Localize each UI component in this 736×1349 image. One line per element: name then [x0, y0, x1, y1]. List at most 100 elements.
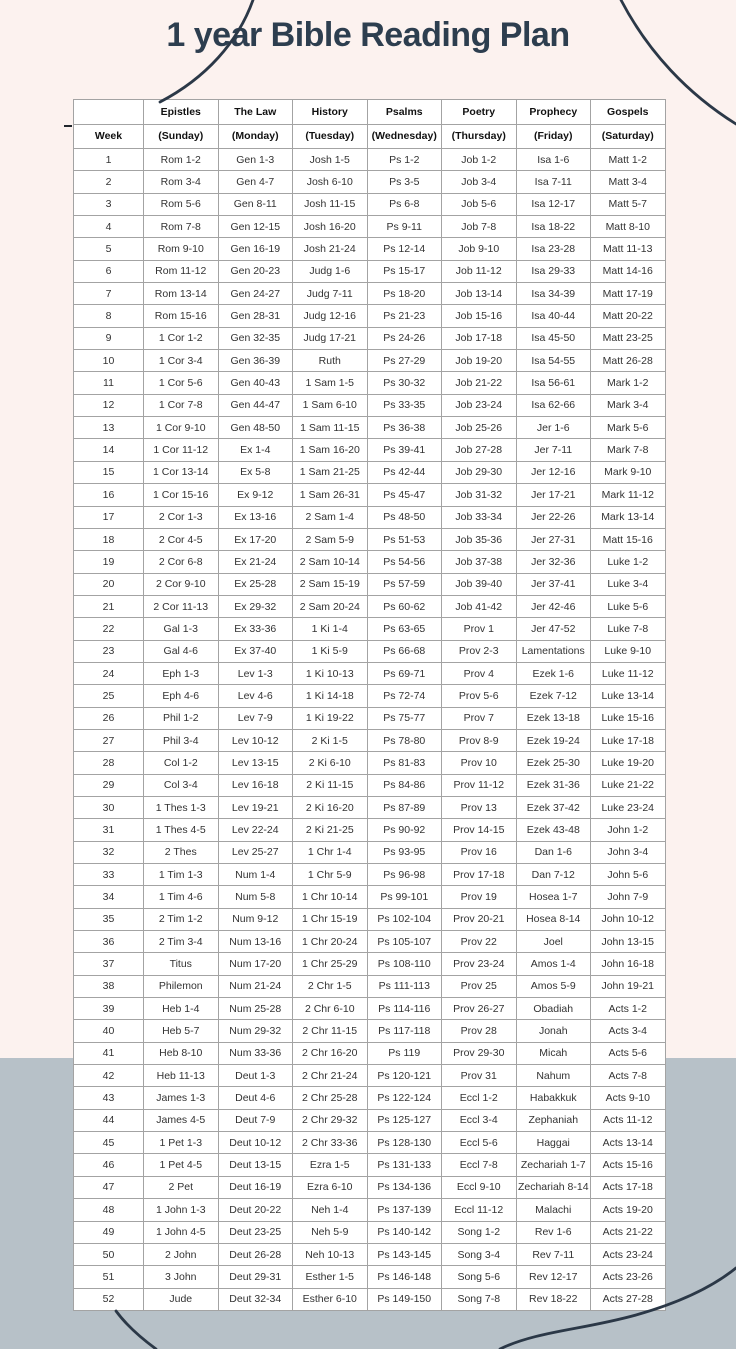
reading-cell: 2 Chr 11-15: [292, 1019, 368, 1043]
reading-cell: Jer 22-26: [515, 505, 591, 529]
reading-cell: Nahum: [515, 1064, 591, 1088]
reading-cell: 2 Ki 21-25: [292, 818, 368, 842]
reading-cell: Gen 24-27: [217, 282, 293, 306]
reading-cell: Obadiah: [515, 997, 591, 1021]
reading-cell: Ps 60-62: [366, 594, 442, 619]
reading-cell: Gen 8-11: [217, 192, 293, 217]
reading-cell: Isa 40-44: [515, 304, 591, 328]
week-cell: 11: [73, 371, 144, 395]
reading-cell: Song 3-4: [441, 1242, 517, 1267]
reading-cell: Mark 5-6: [590, 416, 666, 440]
reading-cell: Rom 9-10: [143, 237, 219, 261]
reading-cell: 1 Sam 1-5: [292, 371, 368, 395]
reading-cell: Ex 21-24: [217, 550, 293, 574]
reading-cell: Num 13-16: [217, 930, 293, 954]
table-row: 40 Heb 5-7 Num 29-32 2 Chr 11-15 Ps 117-118 P…: [73, 1019, 666, 1043]
reading-cell: (Friday): [515, 123, 591, 149]
reading-cell: Job 35-36: [441, 527, 517, 552]
table-row: 45 1 Pet 1-3 Deut 10-12 2 Chr 33-36 Ps 128-1…: [73, 1131, 666, 1155]
reading-cell: John 13-15: [590, 930, 666, 954]
reading-cell: 1 Chr 10-14: [292, 885, 368, 909]
week-cell: 20: [73, 572, 144, 596]
reading-cell: Habakkuk: [515, 1086, 591, 1110]
table-row: 1 Rom 1-2 Gen 1-3 Josh 1-5 Ps 1-2 Job 1-2 Isa …: [73, 147, 666, 172]
week-cell: 32: [73, 840, 144, 865]
reading-cell: Eccl 3-4: [441, 1108, 517, 1133]
reading-cell: Ps 54-56: [366, 550, 442, 574]
reading-cell: Gen 16-19: [217, 237, 293, 261]
reading-cell: Phil 1-2: [143, 706, 219, 730]
reading-cell: Ps 3-5: [366, 170, 442, 194]
reading-cell: Ps 9-11: [366, 215, 442, 239]
reading-cell: Matt 3-4: [590, 170, 666, 194]
week-cell: 35: [73, 907, 144, 932]
reading-cell: Ps 78-80: [366, 728, 442, 753]
reading-cell: Num 17-20: [217, 952, 293, 976]
reading-cell: Lamentations: [515, 639, 591, 663]
table-row: 30 1 Thes 1-3 Lev 19-21 2 Ki 16-20 Ps 87-89 P…: [73, 795, 666, 820]
reading-cell: Ezek 43-48: [515, 818, 591, 842]
reading-cell: Gen 40-43: [217, 371, 293, 395]
week-cell: 17: [73, 505, 144, 529]
reading-cell: Luke 19-20: [590, 751, 666, 775]
reading-cell: Jonah: [515, 1019, 591, 1043]
reading-cell: Neh 1-4: [292, 1198, 368, 1222]
reading-cell: Eccl 9-10: [441, 1175, 517, 1200]
table-row: 51 3 John Deut 29-31 Esther 1-5 Ps 146-148 So…: [73, 1265, 666, 1289]
reading-cell: Isa 54-55: [515, 349, 591, 373]
reading-cell: Ezra 1-5: [292, 1153, 368, 1177]
reading-cell: Luke 17-18: [590, 728, 666, 753]
table-row: 38 Philemon Num 21-24 2 Chr 1-5 Ps 111-113 Pr…: [73, 974, 666, 999]
reading-cell: Prov 31: [441, 1064, 517, 1088]
reading-cell: 2 Chr 21-24: [292, 1064, 368, 1088]
reading-plan-table: Epistles The Law History Psalms Poetry Prophe…: [73, 99, 666, 1311]
reading-cell: 1 Pet 4-5: [143, 1153, 219, 1177]
week-cell: 24: [73, 661, 144, 686]
table-row: 26 Phil 1-2 Lev 7-9 1 Ki 19-22 Ps 75-77 Prov …: [73, 706, 666, 730]
reading-cell: Gospels: [590, 99, 666, 125]
reading-cell: Lev 1-3: [217, 661, 293, 686]
reading-cell: Matt 23-25: [590, 326, 666, 351]
table-row: 4 Rom 7-8 Gen 12-15 Josh 16-20 Ps 9-11 Job 7-…: [73, 215, 666, 239]
table-row: 19 2 Cor 6-8 Ex 21-24 2 Sam 10-14 Ps 54-56 Jo…: [73, 550, 666, 574]
table-head: Epistles The Law History Psalms Poetry Prophe…: [73, 99, 666, 149]
reading-cell: Luke 9-10: [590, 639, 666, 663]
reading-cell: Num 5-8: [217, 885, 293, 909]
reading-cell: 2 Ki 6-10: [292, 751, 368, 775]
reading-cell: Ex 17-20: [217, 527, 293, 552]
reading-cell: John 10-12: [590, 907, 666, 932]
reading-cell: John 5-6: [590, 862, 666, 887]
reading-cell: Song 5-6: [441, 1265, 517, 1289]
reading-cell: (Wednesday): [366, 123, 442, 149]
reading-cell: Gen 28-31: [217, 304, 293, 328]
reading-cell: Isa 18-22: [515, 215, 591, 239]
reading-cell: Epistles: [143, 99, 219, 125]
reading-cell: Ps 48-50: [366, 505, 442, 529]
reading-cell: Luke 23-24: [590, 795, 666, 820]
reading-cell: Ps 143-145: [366, 1242, 442, 1267]
reading-cell: Job 29-30: [441, 460, 517, 485]
reading-cell: 1 Ki 19-22: [292, 706, 368, 730]
reading-cell: Prov 7: [441, 706, 517, 730]
reading-cell: Job 41-42: [441, 594, 517, 619]
reading-cell: Num 25-28: [217, 997, 293, 1021]
reading-cell: Matt 15-16: [590, 527, 666, 552]
reading-cell: Luke 21-22: [590, 773, 666, 797]
table-row: 7 Rom 13-14 Gen 24-27 Judg 7-11 Ps 18-20 Job …: [73, 282, 666, 306]
reading-cell: Josh 11-15: [292, 192, 368, 217]
week-cell: 29: [73, 773, 144, 797]
reading-cell: Luke 1-2: [590, 550, 666, 574]
reading-cell: Ex 33-36: [217, 617, 293, 641]
reading-cell: History: [292, 99, 368, 125]
reading-cell: Num 1-4: [217, 862, 293, 887]
reading-cell: Ps 18-20: [366, 282, 442, 306]
reading-cell: Prov 28: [441, 1019, 517, 1043]
reading-cell: Deut 7-9: [217, 1108, 293, 1133]
table-row: 23 Gal 4-6 Ex 37-40 1 Ki 5-9 Ps 66-68 Prov 2-…: [73, 639, 666, 663]
reading-cell: Ps 134-136: [366, 1175, 442, 1200]
reading-cell: Job 17-18: [441, 326, 517, 351]
reading-cell: Gen 36-39: [217, 349, 293, 373]
reading-cell: Matt 26-28: [590, 349, 666, 373]
reading-cell: Matt 17-19: [590, 282, 666, 306]
reading-cell: Acts 17-18: [590, 1175, 666, 1200]
